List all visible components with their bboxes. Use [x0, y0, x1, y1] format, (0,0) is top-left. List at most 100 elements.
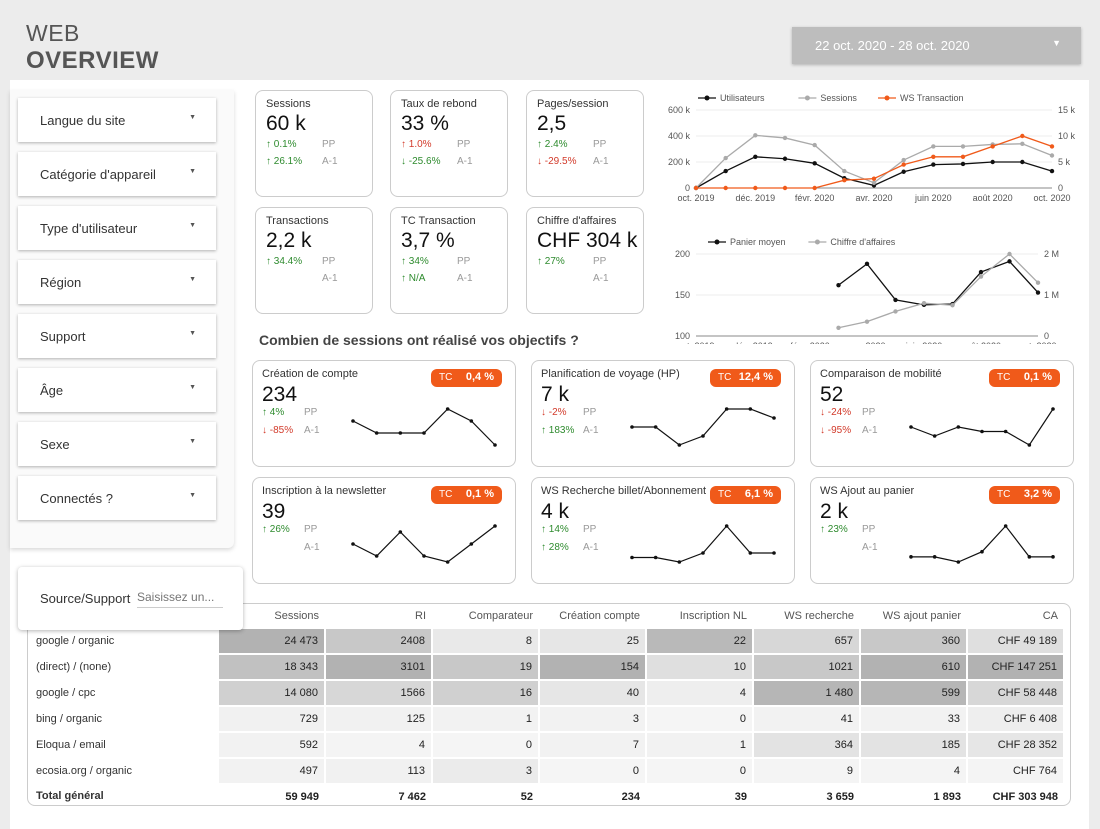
objective-change-a1-value: -95%: [827, 425, 852, 436]
page-title-line2: OVERVIEW: [26, 47, 159, 74]
series-point: [960, 161, 966, 167]
filter-dropdown[interactable]: Langue du site ▼: [18, 98, 216, 142]
total-cell: 52: [520, 790, 533, 803]
y-left-tick: 0: [685, 183, 690, 193]
objective-value: 7 k: [541, 383, 570, 406]
filter-dropdown[interactable]: Support ▼: [18, 314, 216, 358]
filter-label: Support: [40, 329, 86, 344]
series-point: [893, 309, 898, 314]
objective-change-pp: ↑ 26%: [262, 524, 290, 535]
table-cell: 1: [431, 705, 540, 733]
x-tick: déc. 2019: [733, 341, 773, 344]
objective-value: 52: [820, 383, 844, 406]
source-cell: google / cpc: [36, 687, 96, 699]
arrow-up-icon: ↑: [820, 524, 828, 535]
objective-change-a1-value: 28%: [548, 542, 569, 553]
arrow-up-icon: ↑: [541, 425, 549, 436]
sparkline-point: [724, 524, 729, 528]
series-point: [1035, 280, 1041, 285]
table-cell: 360: [859, 627, 968, 655]
legend-marker: [804, 95, 810, 101]
filter-dropdown[interactable]: Catégorie d'appareil ▼: [18, 152, 216, 196]
pp-label: PP: [862, 407, 876, 418]
filter-dropdown[interactable]: Âge ▼: [18, 368, 216, 412]
objective-change-pp-value: 4%: [269, 407, 285, 418]
arrow-up-icon: ↑: [266, 256, 274, 267]
kpi-change-pp: ↑ 27%: [537, 256, 565, 267]
total-cell: 59 949: [285, 790, 319, 803]
column-header[interactable]: Comparateur: [468, 609, 533, 622]
series-point: [1049, 168, 1055, 174]
table-row[interactable]: ecosia.org / organic 497 113 3 0 0 9 4 CHF 764: [28, 757, 1065, 785]
filter-dropdown[interactable]: Sexe ▼: [18, 422, 216, 466]
source-support-input[interactable]: [137, 586, 223, 608]
table-row[interactable]: google / organic 24 473 2408 8 25 22 657 360 CHF…: [28, 627, 1065, 655]
arrow-up-icon: ↑: [541, 524, 549, 535]
x-tick: avr. 2020: [848, 341, 885, 344]
column-header[interactable]: Inscription NL: [679, 609, 747, 622]
series-point: [753, 154, 758, 159]
table-cell: 1566: [324, 679, 433, 707]
arrow-down-icon: ↓: [820, 425, 828, 436]
kpi-value: 3,7 %: [401, 229, 455, 252]
filter-dropdown[interactable]: Région ▼: [18, 260, 216, 304]
table-row[interactable]: google / cpc 14 080 1566 16 40 4 1 480 599 CHF 5…: [28, 679, 1065, 707]
series-point: [723, 185, 728, 191]
tc-label: TC: [997, 489, 1011, 500]
table-cell: 0: [645, 757, 754, 785]
filter-dropdown[interactable]: Connectés ? ▼: [18, 476, 216, 520]
table-cell: 3: [431, 757, 540, 785]
total-cell: 3 659: [826, 790, 854, 803]
objective-sparkline: [630, 524, 776, 564]
table-cell: 1: [645, 731, 754, 759]
sparkline-point: [422, 554, 426, 558]
series-point: [901, 162, 906, 167]
objective-sparkline: [909, 407, 1055, 447]
filter-dropdown[interactable]: Type d'utilisateur ▼: [18, 206, 216, 250]
y-right-tick: 15 k: [1058, 105, 1076, 115]
table-cell: CHF 764: [966, 757, 1065, 785]
sparkline-point: [980, 549, 984, 554]
objective-card: WS Ajout au panier 2 k TC 3,2 % ↑ 23% PP A-1: [810, 477, 1074, 584]
table-cell: 1021: [752, 653, 861, 681]
sparkline-point: [677, 560, 682, 564]
table-cell: 10: [645, 653, 754, 681]
table-row[interactable]: Eloqua / email 592 4 0 7 1 364 185 CHF 28 352: [28, 731, 1065, 759]
kpi-card: TC Transaction 3,7 % ↑ 34% ↑ N/A PP A-1: [390, 207, 508, 314]
column-header[interactable]: WS ajout panier: [882, 609, 961, 622]
chevron-down-icon: ▼: [189, 438, 196, 445]
series-point: [1049, 153, 1055, 158]
kpi-change-pp-value: 34.4%: [273, 256, 303, 267]
legend-label: Panier moyen: [730, 237, 786, 247]
pp-label: PP: [593, 256, 607, 267]
total-cell: 1 893: [933, 790, 961, 803]
objective-change-a1: ↓ -85%: [262, 425, 293, 436]
filter-label: Région: [40, 275, 82, 290]
objective-value: 39: [262, 500, 286, 523]
column-header[interactable]: CA: [1042, 609, 1058, 622]
y-right-tick: 0: [1044, 331, 1049, 341]
column-header[interactable]: WS recherche: [784, 609, 854, 622]
table-row[interactable]: (direct) / (none) 18 343 3101 19 154 10 1021 61…: [28, 653, 1065, 681]
column-header[interactable]: RI: [415, 609, 426, 622]
sparkline-point: [398, 530, 403, 534]
series-point: [864, 261, 870, 267]
table-cell: 22: [645, 627, 754, 655]
y-left-tick: 600 k: [668, 105, 691, 115]
x-tick: avr. 2020: [855, 193, 892, 203]
chevron-down-icon: ▼: [1052, 38, 1061, 48]
conversion-rate-badge: TC 3,2 %: [989, 486, 1060, 504]
table-cell: 4: [324, 731, 433, 759]
table-cell: 25: [538, 627, 647, 655]
table-cell: 3: [538, 705, 647, 733]
kpi-value: 60 k: [266, 112, 306, 135]
sparkline-point: [469, 419, 474, 423]
table-row[interactable]: bing / organic 729 125 1 3 0 41 33 CHF 6 408: [28, 705, 1065, 733]
sparkline-point: [351, 542, 355, 546]
column-header[interactable]: Sessions: [274, 609, 319, 622]
column-header[interactable]: Création compte: [559, 609, 640, 622]
y-left-tick: 400 k: [668, 131, 691, 141]
date-range-picker[interactable]: 22 oct. 2020 - 28 oct. 2020 ▼: [792, 27, 1081, 64]
objective-change-pp: ↓ -2%: [541, 407, 567, 418]
objective-title: Création de compte: [262, 368, 358, 380]
